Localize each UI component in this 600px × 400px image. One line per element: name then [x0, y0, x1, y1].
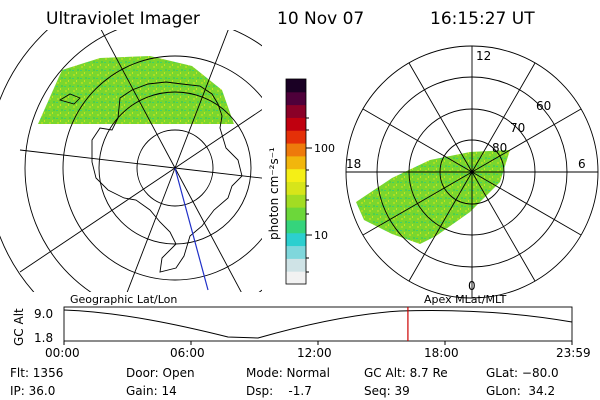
colorbar-segment: [286, 117, 306, 131]
gain-label: Gain: 14: [126, 384, 177, 398]
right-map-caption: Apex MLat/MLT: [424, 293, 507, 306]
mlat-60-label: 60: [536, 99, 551, 113]
coastline: [91, 81, 243, 273]
altitude-ylabel: GC Alt: [12, 308, 26, 346]
date-label: 10 Nov 07: [277, 9, 365, 29]
mode-label: Mode: Normal: [246, 366, 330, 380]
dsp-label: Dsp: -1.7: [246, 384, 312, 398]
colorbar-segment: [286, 143, 306, 157]
mlt-12-label: 12: [476, 49, 491, 63]
colorbar-segment: [286, 245, 306, 259]
altitude-plot: GC Alt 9.0 1.8 Geographic Lat/Lon Apex M…: [12, 293, 591, 360]
satellite-track: [174, 167, 209, 291]
mlat-70-label: 70: [510, 121, 525, 135]
colorbar-segment: [286, 194, 306, 208]
colorbar-segment: [286, 258, 306, 272]
colorbar-tick-100: 100: [314, 142, 335, 155]
colorbar-segment: [286, 219, 306, 234]
ip-label: IP: 36.0: [10, 384, 56, 398]
mlt-0-label: 0: [468, 279, 476, 293]
altitude-ytick-top: 9.0: [34, 307, 53, 321]
altitude-curve: [63, 309, 573, 339]
geographic-map: [0, 30, 262, 292]
xtick-2: 12:00: [297, 346, 332, 360]
xtick-4: 23:59: [556, 346, 591, 360]
xtick-3: 18:00: [424, 346, 459, 360]
gc-alt-label: GC Alt: 8.7 Re: [364, 366, 448, 380]
color-bar: [286, 79, 306, 285]
colorbar-segment: [286, 271, 306, 285]
xtick-1: 06:00: [170, 346, 205, 360]
colorbar-segment: [286, 104, 306, 118]
colorbar-segment: [286, 79, 306, 93]
colorbar-segment: [286, 181, 306, 195]
instrument-title: Ultraviolet Imager: [46, 9, 200, 29]
colorbar-segment: [286, 91, 306, 106]
time-label: 16:15:27 UT: [430, 9, 535, 29]
colorbar-tick-10: 10: [314, 229, 328, 242]
mlt-6-label: 6: [578, 157, 586, 171]
colorbar-unit-label: photon cm⁻²s⁻¹: [267, 147, 281, 240]
altitude-ytick-bottom: 1.8: [34, 331, 53, 345]
glon-label: GLon: 34.2: [486, 384, 556, 398]
xtick-0: 00:00: [45, 346, 80, 360]
colorbar-segment: [286, 232, 306, 247]
mlt-18-label: 18: [346, 157, 361, 171]
colorbar-segment: [286, 155, 306, 170]
door-label: Door: Open: [126, 366, 195, 380]
colorbar-segment: [286, 168, 306, 182]
aurora-emission-geo: [38, 56, 234, 124]
flight-label: Flt: 1356: [10, 366, 64, 380]
colorbar-segment: [286, 207, 306, 221]
left-map-caption: Geographic Lat/Lon: [70, 293, 177, 306]
colorbar-segment: [286, 130, 306, 144]
magnetic-polar-map: 12 18 6 0 60 70 80: [345, 45, 599, 299]
glat-label: GLat: −80.0: [486, 366, 559, 380]
mlat-80-label: 80: [492, 141, 507, 155]
seq-label: Seq: 39: [364, 384, 410, 398]
